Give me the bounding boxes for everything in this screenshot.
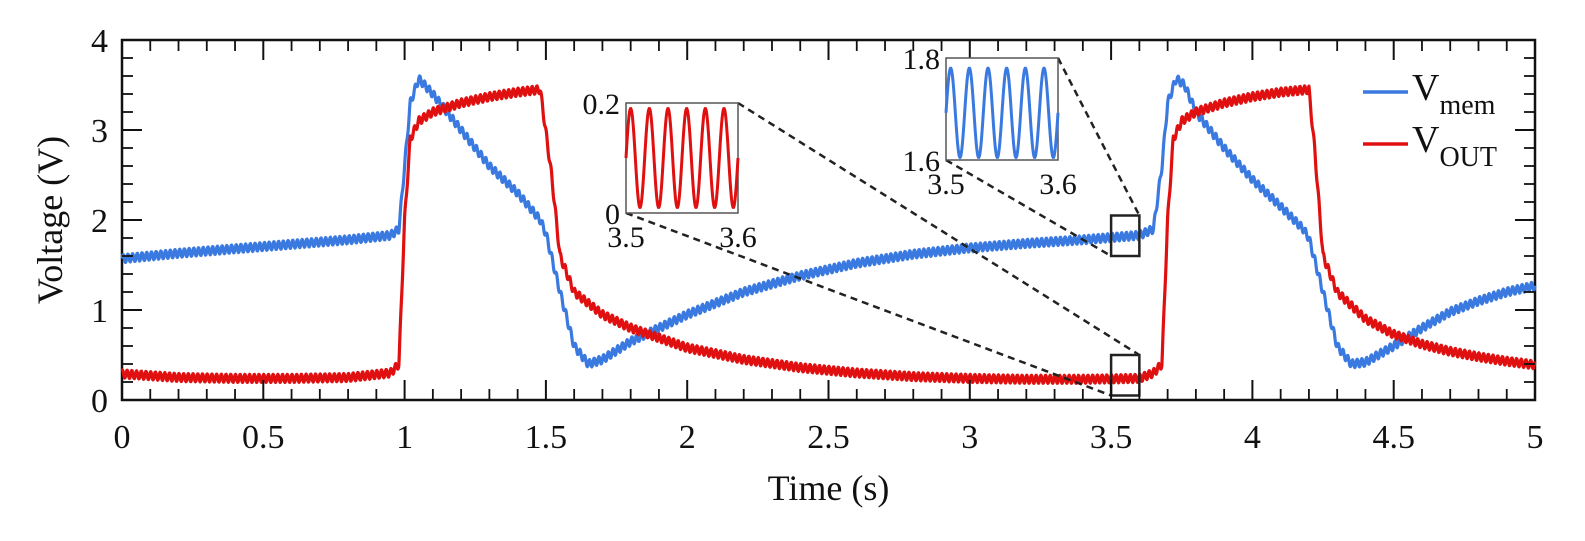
inset-y-tick-label: 1.8 xyxy=(903,43,941,76)
zoom-layer xyxy=(625,57,1141,397)
inset-x-tick-label: 3.6 xyxy=(719,221,757,254)
inset-x-tick-label: 3.5 xyxy=(927,168,965,201)
x-tick-label: 0 xyxy=(114,419,131,456)
y-tick-label: 3 xyxy=(91,113,108,150)
x-tick-label: 0.5 xyxy=(242,419,285,456)
inset-layer: 3.5 3.6 0 0.2 3.5 3.6 1.6 1.8 xyxy=(583,43,1077,254)
zoom-connector xyxy=(737,101,1141,357)
zoom-box xyxy=(1109,353,1141,397)
inset-y-tick-label: 0.2 xyxy=(583,88,621,121)
series-line-v-out xyxy=(120,84,1537,385)
x-tick-label: 1.5 xyxy=(525,419,568,456)
y-tick-label: 0 xyxy=(91,383,108,420)
series-line-v-mem xyxy=(120,74,1537,370)
x-tick-label: 2.5 xyxy=(807,419,850,456)
plot-area: 0 0.5 1 1.5 2 2.5 3 3.5 4 4.5 5 0 1 2 3 4 xyxy=(91,23,1544,456)
x-tick-label: 2 xyxy=(679,419,696,456)
inset-out: 3.5 3.6 0 0.2 xyxy=(583,88,757,254)
x-tick-label: 4.5 xyxy=(1372,419,1415,456)
x-tick-label: 3 xyxy=(961,419,978,456)
y-axis-label: Voltage (V) xyxy=(30,136,70,304)
series-layer xyxy=(120,74,1537,385)
legend-entry: VOUT xyxy=(1412,119,1497,173)
x-axis-label: Time (s) xyxy=(768,468,890,508)
inset-y-tick-label: 0 xyxy=(605,198,620,231)
zoom-connector xyxy=(945,158,1112,258)
inset-y-tick-label: 1.6 xyxy=(903,145,941,178)
ticks-layer: 0 0.5 1 1.5 2 2.5 3 3.5 4 4.5 5 0 1 2 3 4 xyxy=(91,23,1544,456)
inset-series-line xyxy=(624,107,740,209)
x-tick-label: 3.5 xyxy=(1090,419,1133,456)
x-tick-label: 1 xyxy=(396,419,413,456)
inset-series-line xyxy=(944,66,1060,159)
zoom-box xyxy=(1109,214,1141,258)
legend-entry: Vmem xyxy=(1412,67,1496,121)
x-tick-label: 5 xyxy=(1527,419,1544,456)
y-tick-label: 2 xyxy=(91,203,108,240)
x-tick-label: 4 xyxy=(1244,419,1261,456)
inset-x-tick-label: 3.6 xyxy=(1039,168,1077,201)
inset-x-tick-label: 3.5 xyxy=(607,221,645,254)
y-tick-label: 4 xyxy=(91,23,108,60)
plot-frame xyxy=(120,38,1537,402)
zoom-connector xyxy=(1056,57,1141,217)
zoom-connector xyxy=(625,211,1112,397)
y-tick-label: 1 xyxy=(91,293,108,330)
inset-mem: 3.5 3.6 1.6 1.8 xyxy=(903,43,1077,201)
